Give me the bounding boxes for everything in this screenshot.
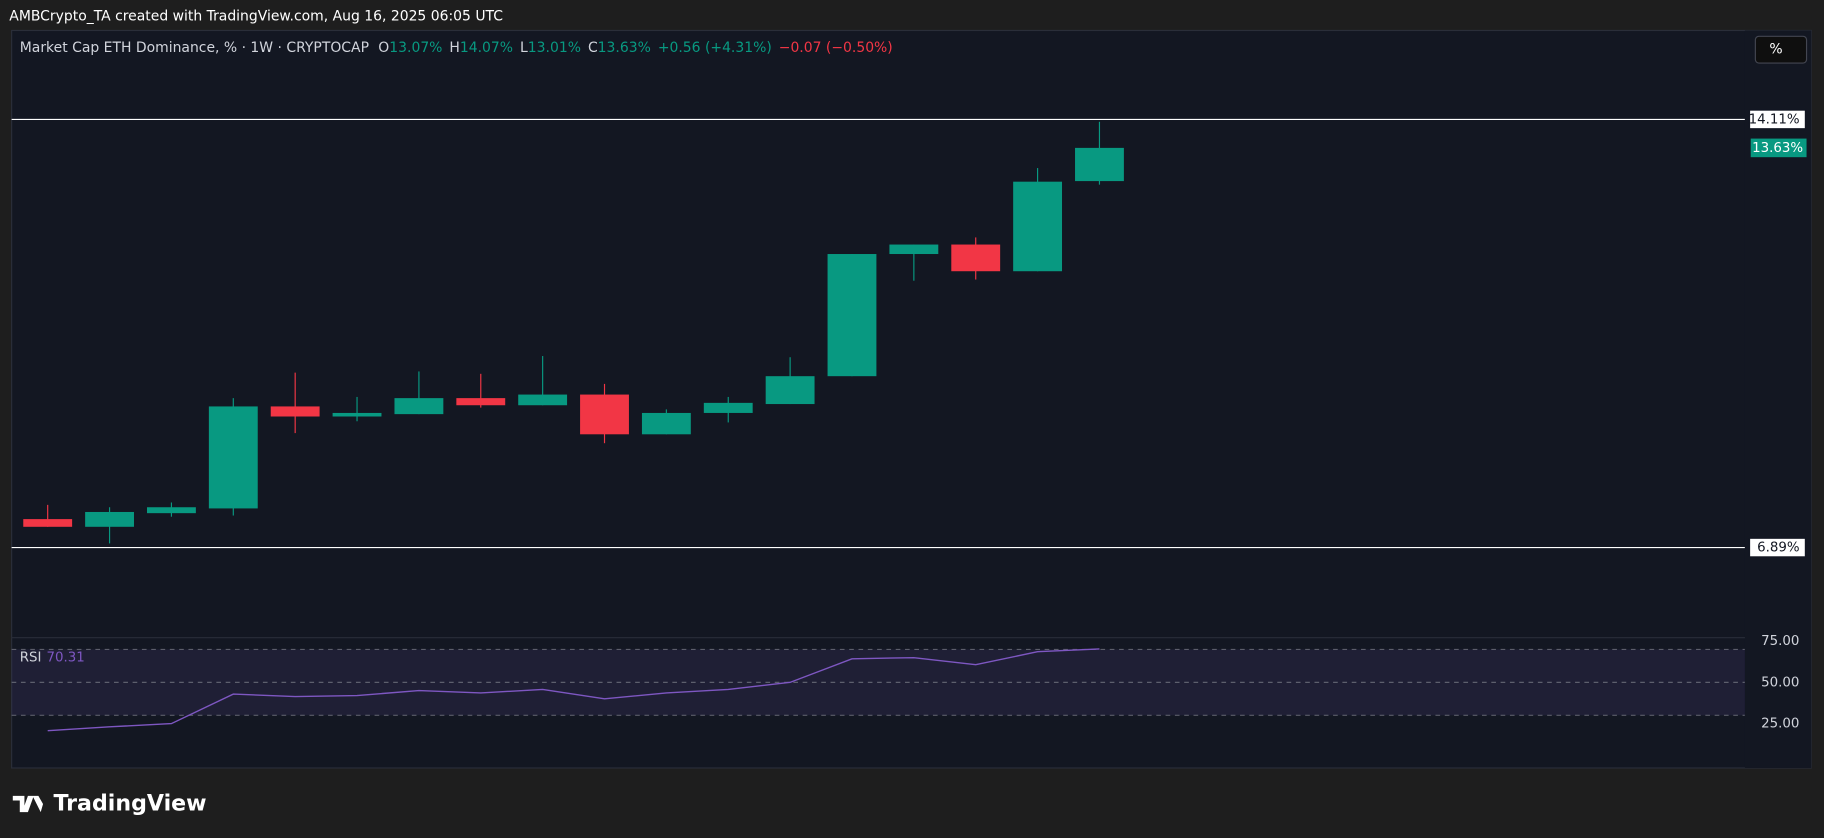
scale-button-label[interactable]: % (1769, 42, 1782, 58)
legend-low-label: L (520, 40, 528, 56)
rsi-tick-label: 50.00 (1761, 675, 1799, 690)
marks-layer (11, 118, 1745, 732)
candle-body (208, 406, 258, 509)
candle-body (332, 412, 382, 417)
legend-open: 13.07% (389, 40, 442, 56)
legend-pre-change: −0.07 (−0.50%) (779, 40, 893, 56)
chart-pane (11, 29, 1812, 769)
legend-open-label: O (378, 40, 389, 56)
candle-body (765, 376, 815, 405)
legend-close-label: C (588, 40, 598, 56)
legend: Market Cap ETH Dominance, % · 1W · CRYPT… (20, 40, 893, 56)
legend-low: 13.01% (528, 40, 581, 56)
legend-close: 13.63% (598, 40, 651, 56)
last-price-label: 13.63% (1752, 141, 1803, 156)
last-price-box (1750, 138, 1807, 158)
header-credit: AMBCrypto_TA created with TradingView.co… (9, 9, 503, 25)
candle-body (951, 244, 1001, 272)
candle-body (889, 244, 939, 255)
axis-layer: 14.11% 6.89% 13.63% 25.00 50.00 75.00 RSI 70.31 (20, 109, 1807, 732)
rsi-title: RSI (20, 650, 42, 665)
candle-body (147, 507, 196, 514)
hline-label-box (1748, 537, 1806, 558)
candle-body (580, 394, 629, 435)
candle-body (1013, 181, 1063, 272)
legend-high: 14.07% (460, 40, 513, 56)
legend-high-label: H (449, 40, 459, 56)
scale-button[interactable] (1754, 35, 1808, 64)
grid-layer (11, 637, 1812, 716)
candle-body (703, 402, 753, 413)
legend-symbol: Market Cap ETH Dominance, % · 1W · CRYPT… (20, 40, 369, 56)
candle-body (23, 519, 73, 527)
candle-body (641, 412, 691, 435)
tv-logo: TradingView (12, 791, 207, 817)
hline-label-box (1748, 109, 1806, 130)
hline-label: 6.89% (1757, 541, 1799, 556)
tv-logo-icon (12, 795, 44, 813)
candle-body (1075, 147, 1124, 182)
rsi-line (47, 648, 1100, 732)
candle-body (85, 511, 134, 527)
rsi-tick-label: 75.00 (1761, 634, 1799, 649)
hline-label: 14.11% (1749, 112, 1800, 127)
candle-body (270, 406, 320, 417)
candle-body (456, 398, 506, 406)
tv-logo-text: TradingView (54, 791, 207, 817)
legend-change: +0.56 (+4.31%) (658, 40, 772, 56)
candle-body (518, 394, 568, 406)
rsi-tick-label: 25.00 (1761, 717, 1799, 732)
candle-body (827, 254, 877, 377)
rsi-value: 70.31 (47, 650, 85, 665)
candle-body (394, 398, 444, 415)
